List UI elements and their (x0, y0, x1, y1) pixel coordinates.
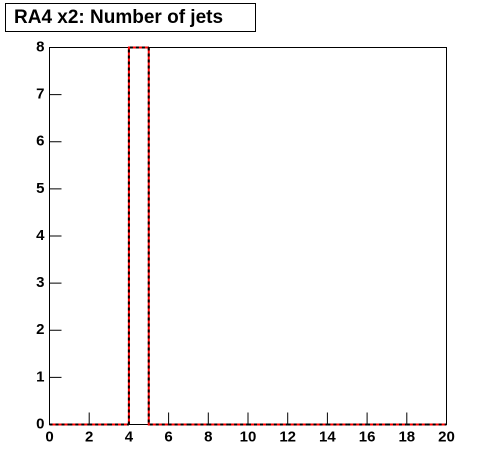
x-tick-label: 2 (85, 428, 93, 445)
title-box (5, 3, 256, 32)
x-tick-label: 4 (125, 428, 134, 445)
x-tick-label: 20 (438, 428, 455, 445)
x-tick-label: 8 (204, 428, 212, 445)
y-tick-label: 4 (36, 227, 45, 244)
y-tick-label: 3 (36, 274, 44, 291)
y-tick-label: 8 (36, 38, 44, 55)
y-tick-label: 0 (36, 415, 44, 432)
x-tick-label: 6 (164, 428, 172, 445)
chart-title: RA4 x2: Number of jets (14, 7, 223, 28)
x-tick-label: 14 (319, 428, 336, 445)
y-tick-label: 2 (36, 321, 44, 338)
x-tick-label: 18 (398, 428, 415, 445)
x-tick-label: 16 (359, 428, 376, 445)
y-tick-label: 6 (36, 133, 44, 150)
histogram-bin (127, 46, 149, 425)
y-tick-label: 5 (36, 180, 44, 197)
histogram-bin (147, 47, 169, 426)
x-tick-label: 0 (45, 428, 53, 445)
y-tick-label: 7 (36, 86, 44, 103)
y-tick-label: 1 (36, 368, 44, 385)
x-tick-label: 10 (240, 428, 257, 445)
x-tick-label: 12 (279, 428, 296, 445)
